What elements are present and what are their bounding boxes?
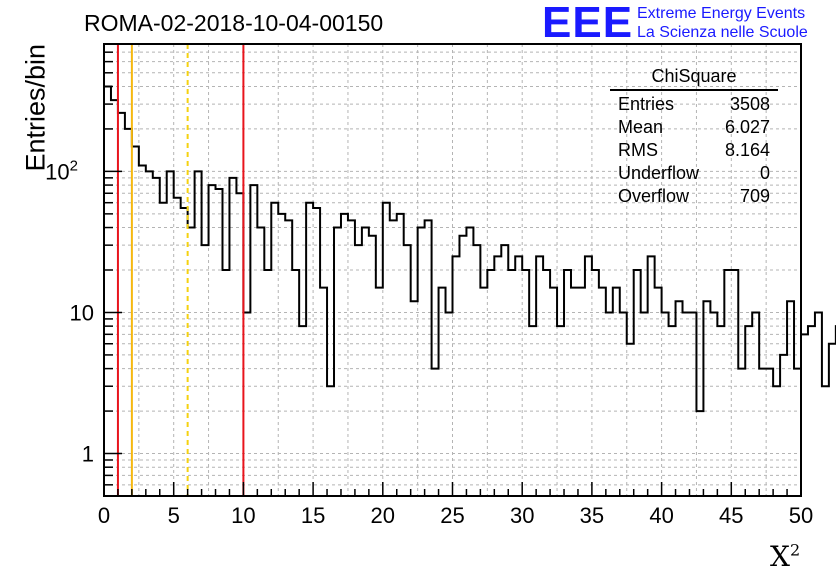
y-tick-label: 1 <box>82 442 94 467</box>
stats-value: 0 <box>759 163 770 183</box>
x-tick-label: 25 <box>440 503 464 528</box>
x-tick-label: 30 <box>510 503 534 528</box>
logo-tagline-1: Extreme Energy Events <box>637 5 806 22</box>
stats-label: Entries <box>618 94 675 114</box>
x-axis-title-sup: 2 <box>789 540 801 560</box>
x-axis-title-base: X <box>770 540 790 573</box>
y-tick-label-sup: 2 <box>70 157 78 174</box>
x-axis-title: X2 <box>770 540 800 573</box>
x-tick-label: 15 <box>301 503 325 528</box>
x-tick-label: 45 <box>719 503 743 528</box>
stats-box: ChiSquare Entries 3508 Mean 6.027 RMS 8.… <box>610 66 778 208</box>
logo-letters: EEE <box>542 0 634 47</box>
stats-row-underflow: Underflow 0 <box>610 162 778 185</box>
stats-row-entries: Entries 3508 <box>610 93 778 116</box>
x-tick-label: 50 <box>789 503 813 528</box>
stats-label: RMS <box>618 140 658 160</box>
stats-value: 709 <box>739 186 770 206</box>
stats-label: Mean <box>618 117 664 137</box>
y-axis-title: Entries/bin <box>20 43 51 172</box>
stats-value: 6.027 <box>724 117 770 137</box>
y-tick-label: 10 <box>70 300 94 325</box>
stats-row-mean: Mean 6.027 <box>610 116 778 139</box>
chart-title: ROMA-02-2018-10-04-00150 <box>84 10 384 36</box>
stats-row-overflow: Overflow 709 <box>610 185 778 208</box>
stats-label: Underflow <box>618 163 700 183</box>
stats-row-rms: RMS 8.164 <box>610 139 778 162</box>
stats-value: 8.164 <box>724 140 770 160</box>
x-tick-label: 35 <box>580 503 604 528</box>
stats-title: ChiSquare <box>610 66 778 91</box>
logo-tagline-2: La Scienza nelle Scuole <box>637 24 808 41</box>
x-tick-label: 10 <box>231 503 255 528</box>
stats-label: Overflow <box>618 186 690 206</box>
x-tick-label: 0 <box>98 503 110 528</box>
x-tick-label: 20 <box>371 503 395 528</box>
x-tick-label: 40 <box>649 503 673 528</box>
stats-value: 3508 <box>729 94 770 114</box>
x-tick-label: 5 <box>168 503 180 528</box>
histogram-outline <box>103 85 836 496</box>
